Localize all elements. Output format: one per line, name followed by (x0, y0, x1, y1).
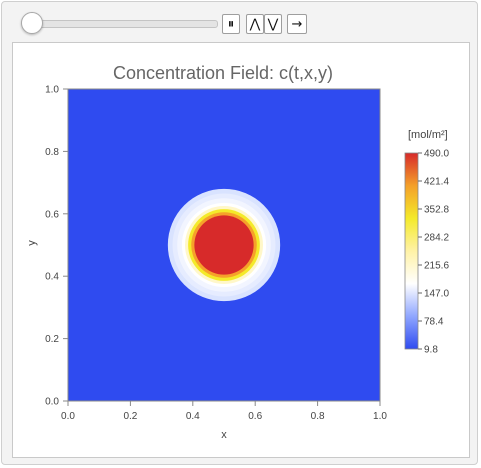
y-tick-label: 0.0 (45, 397, 59, 408)
x-axis-label: x (221, 429, 227, 441)
y-tick-label: 0.8 (45, 147, 59, 158)
colorbar-tick-label: 78.4 (424, 317, 444, 328)
concentration-field-plot: Concentration Field: c(t,x,y) 0.0 0.2 0.4 0… (26, 63, 449, 441)
x-tick-label: 0.8 (311, 411, 325, 422)
double-chevron-up-icon: ⋀ (249, 16, 261, 32)
colorbar-tick-label: 352.8 (424, 205, 449, 216)
x-tick-label: 1.0 (373, 411, 387, 422)
legend-unit-label: [mol/m²] (408, 129, 448, 141)
pause-icon: ⏸ (227, 16, 235, 32)
x-tick-label: 0.6 (248, 411, 262, 422)
slower-button[interactable]: ⋁ (264, 14, 282, 34)
arrow-right-icon: → (291, 16, 303, 32)
double-chevron-down-icon: ⋁ (267, 16, 279, 32)
colorbar-tick-label: 490.0 (424, 149, 449, 160)
time-slider-track[interactable] (24, 20, 218, 28)
y-tick-label: 0.4 (45, 272, 59, 283)
colorbar-tick-label: 284.2 (424, 233, 449, 244)
x-tick-label: 0.4 (186, 411, 200, 422)
x-tick-label: 0.2 (123, 411, 137, 422)
concentration-rings (167, 188, 281, 302)
time-slider-thumb[interactable] (21, 12, 43, 34)
x-tick-label: 0.0 (61, 411, 75, 422)
colorbar-ticks: 490.0 421.4 352.8 284.2 215.6 147.0 78.4 9.8 (418, 149, 449, 356)
y-axis-ticks: 0.0 0.2 0.4 0.6 0.8 1.0 (45, 85, 68, 408)
y-tick-label: 1.0 (45, 85, 59, 96)
step-forward-button[interactable]: → (287, 14, 307, 34)
x-axis-ticks: 0.0 0.2 0.4 0.6 0.8 1.0 (61, 401, 387, 422)
y-tick-label: 0.2 (45, 334, 59, 345)
y-axis-label: y (26, 240, 38, 246)
colorbar-tick-label: 147.0 (424, 289, 449, 300)
colorbar (404, 152, 419, 350)
y-tick-label: 0.6 (45, 209, 59, 220)
concentration-ring-7 (194, 215, 254, 275)
colorbar-tick-label: 215.6 (424, 261, 449, 272)
colorbar-tick-label: 421.4 (424, 177, 449, 188)
pause-button[interactable]: ⏸ (222, 14, 240, 34)
colorbar-tick-label: 9.8 (424, 345, 438, 356)
faster-button[interactable]: ⋀ (246, 14, 264, 34)
chart-title: Concentration Field: c(t,x,y) (113, 63, 333, 83)
plot-panel: Concentration Field: c(t,x,y) 0.0 0.2 0.4 0… (12, 42, 470, 458)
